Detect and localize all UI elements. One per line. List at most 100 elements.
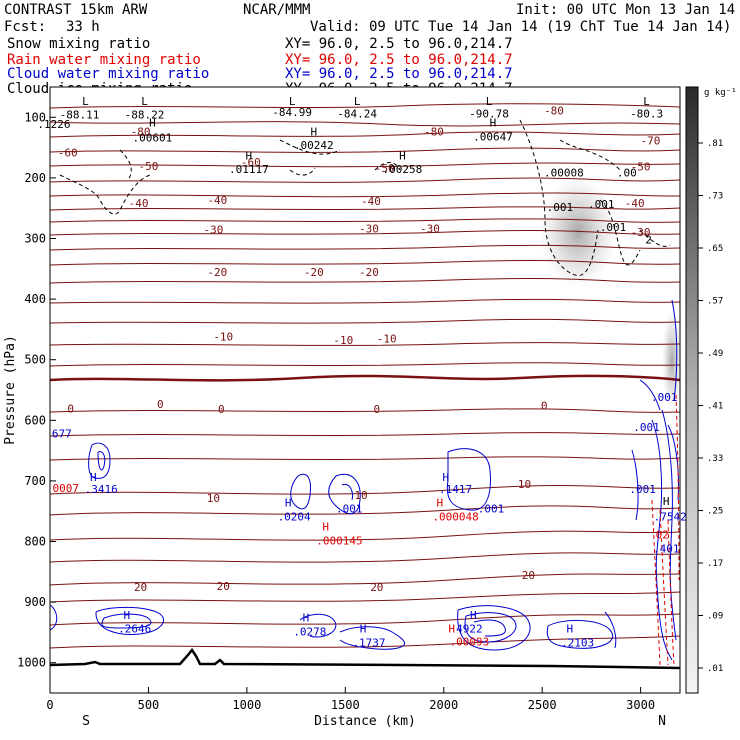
isotherm-label: -10 (213, 330, 233, 343)
rain-contour (675, 394, 680, 581)
cloud-water-contour (667, 424, 679, 501)
rain-contour (659, 509, 669, 666)
isotherm-label: 0 (67, 402, 74, 415)
fcst-value: 33 h (66, 19, 100, 35)
rain-contours (651, 394, 680, 666)
cloud-water-contour (446, 448, 491, 511)
isotherm-lines (50, 103, 680, 649)
extremum-label: .00008 (544, 167, 584, 180)
extremum-label: H (123, 609, 130, 622)
extremum-label: H (399, 150, 406, 163)
y-tick-label: 600 (24, 413, 46, 427)
isotherm-label: -40 (625, 197, 645, 210)
extremum-label: -90.78 (469, 107, 509, 120)
isotherm-label: -20 (207, 266, 227, 279)
header: CONTRAST 15km ARW NCAR/MMM Init: 00 UTC … (4, 2, 735, 35)
cloud-water-contour (95, 606, 165, 635)
extremum-label: .00242 (294, 139, 334, 152)
x-tick-label: 2000 (429, 698, 458, 712)
extremum-label: .001 (478, 502, 505, 515)
extremum-label: .000145 (316, 535, 362, 548)
isotherm (50, 591, 680, 603)
cloud-water-contour (464, 612, 517, 643)
extremum-label: .001 (629, 483, 656, 496)
isotherm-label: -40 (361, 195, 381, 208)
isotherm-label: 10 (354, 489, 367, 502)
cloud-water-contour (473, 619, 506, 637)
isotherm-label: -80 (424, 125, 444, 138)
extremum-label: .00093 (449, 636, 489, 649)
init-time: Init: 00 UTC Mon 13 Jan 14 (516, 2, 735, 18)
isotherm-label: -30 (420, 222, 440, 235)
extremum-label: .0204 (278, 510, 311, 523)
isotherm-label: 0 (541, 399, 548, 412)
extremum-label: .2103 (561, 636, 594, 649)
y-tick-label: 800 (24, 535, 46, 549)
colorbar-tick-label: .73 (707, 192, 723, 202)
extremum-label: -84.24 (337, 107, 377, 120)
isotherm-label: 0 (218, 403, 225, 416)
extremum-label: -84.99 (272, 106, 312, 119)
y-tick-label: 500 (24, 353, 46, 367)
end-label-south: S (82, 714, 90, 729)
isotherm (50, 573, 680, 586)
fcst-label: Fcst: (4, 19, 46, 35)
isotherm (50, 635, 680, 649)
org-label: NCAR/MMM (243, 2, 310, 18)
plot-area (50, 87, 680, 693)
extremum-label: H (322, 521, 329, 534)
extremum-label: -88.22 (125, 109, 165, 122)
isotherm-label: 20 (217, 580, 230, 593)
end-label-north: N (658, 714, 666, 729)
isotherm (50, 318, 680, 324)
cloud-ice-contours (59, 119, 671, 276)
isotherm (50, 192, 680, 198)
field-name-cloud-water: Cloud water mixing ratio (7, 66, 209, 82)
isotherm (50, 147, 680, 153)
extremum-label: .01117 (229, 163, 269, 176)
cloud-water-contour (299, 613, 337, 638)
isotherm-label: 10 (207, 492, 220, 505)
isotherm (50, 277, 680, 284)
isotherm (50, 485, 680, 495)
extremum-label: L (486, 95, 493, 108)
isotherm-label: -30 (359, 222, 379, 235)
colorbar: g kg⁻¹ .81 .73 .65 .57 .49 .41 .33 .25 .17 .09 .01 (685, 86, 737, 694)
extremum-label: .1737 (352, 636, 385, 649)
colorbar-ticks: .81 .73 .65 .57 .49 .41 .33 .25 .17 .09 .01 (698, 139, 723, 674)
colorbar-tick-label: .57 (707, 297, 723, 307)
colorbar-tick-label: .65 (707, 244, 723, 254)
y-tick-label: 300 (24, 232, 46, 246)
extremum-label: .001 (336, 502, 363, 515)
isotherm (50, 259, 680, 266)
cloud-water-contour (328, 473, 361, 515)
colorbar-gradient (685, 86, 699, 694)
y-tick-label: 700 (24, 474, 46, 488)
zero-isotherm (50, 374, 680, 382)
y-tick-label: 400 (24, 292, 46, 306)
extremum-label: H (90, 471, 97, 484)
extremum-label: H (437, 496, 444, 509)
axes: 0 500 1000 1500 2000 2500 30001002003004005006… (17, 110, 655, 712)
cloud-ice-contour (59, 174, 151, 215)
extremum-label: .001 (588, 198, 615, 211)
cloud-water-contour (290, 473, 311, 510)
extremum-label: -80.3 (630, 107, 663, 120)
extremum-label: H (311, 125, 318, 138)
snow-shading (540, 177, 616, 287)
extremum-label: 02 (656, 528, 669, 541)
extremum-label: .001 (633, 421, 660, 434)
cloud-ice-contour (559, 139, 621, 171)
x-axis-title: Distance (km) (314, 714, 416, 729)
isotherm-label: -60 (241, 156, 261, 169)
extremum-label: 2 (645, 233, 652, 246)
extremum-label: .1417 (439, 483, 472, 496)
isotherm-label: -50 (631, 161, 651, 174)
isotherm (50, 229, 680, 236)
extremum-label: L (354, 95, 361, 108)
isotherm (50, 408, 680, 413)
colorbar-unit: g kg⁻¹ (704, 88, 737, 98)
isotherm (50, 505, 680, 516)
isotherm-label: -50 (139, 160, 159, 173)
